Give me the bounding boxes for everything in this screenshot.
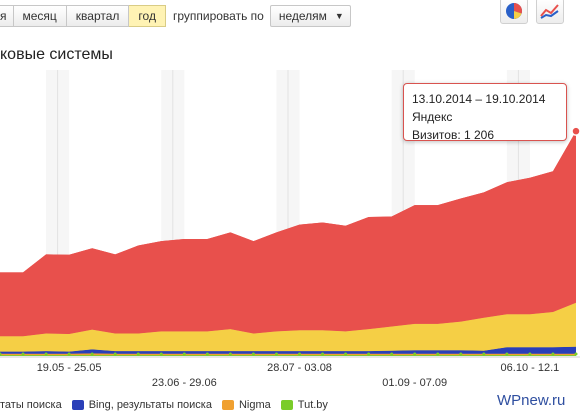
tutby-point	[205, 352, 209, 356]
area-layer	[0, 302, 576, 352]
tutby-point	[413, 352, 417, 356]
tutby-point	[298, 352, 302, 356]
legend-item-tutby[interactable]: Tut.by	[280, 399, 328, 411]
tooltip-value: Визитов: 1 206	[412, 128, 495, 142]
area-layer	[0, 355, 576, 356]
pie-chart-icon	[506, 3, 523, 19]
tutby-point	[367, 352, 371, 356]
tutby-point	[228, 352, 232, 356]
line-chart-icon	[540, 4, 559, 19]
chart-tooltip: 13.10.2014 – 19.10.2014 Яндекс Визитов: …	[403, 83, 567, 142]
period-toolbar: я месяц квартал год группировать по неде…	[0, 5, 351, 27]
tutby-point	[574, 352, 578, 356]
tutby-point	[505, 352, 509, 356]
tutby-point	[90, 352, 94, 356]
tutby-point	[482, 352, 486, 356]
tutby-point	[0, 352, 2, 356]
line-chart-button[interactable]	[536, 0, 564, 24]
chart-title: ковые системы	[0, 46, 113, 63]
group-by-value: неделям	[278, 9, 327, 23]
legend-label-tutby: Tut.by	[297, 399, 328, 411]
tutby-point	[251, 352, 255, 356]
area-layer	[0, 131, 576, 337]
legend-item-nigma[interactable]: Nigma	[221, 399, 271, 411]
legend-item-search-results[interactable]: таты поиска	[0, 399, 62, 411]
legend-label-search-results: таты поиска	[0, 399, 62, 411]
tutby-point	[321, 352, 325, 356]
period-month-button[interactable]: месяц	[13, 5, 67, 27]
tutby-point	[344, 352, 348, 356]
pie-chart-button[interactable]	[500, 0, 528, 24]
tutby-point	[551, 352, 555, 356]
tutby-point	[528, 352, 532, 356]
tutby-point	[390, 352, 394, 356]
tutby-point	[159, 352, 163, 356]
legend-swatch-tutby	[280, 400, 293, 410]
legend-label-bing: Bing, результаты поиска	[88, 399, 212, 411]
x-tick-label: 19.05 - 25.05	[37, 362, 102, 374]
group-by-select[interactable]: неделям ▼	[269, 5, 351, 27]
legend-item-bing[interactable]: Bing, результаты поиска	[71, 399, 212, 411]
tooltip-date: 13.10.2014 – 19.10.2014	[412, 92, 546, 106]
tutby-point	[182, 352, 186, 356]
area-layer	[0, 346, 576, 354]
tutby-point	[459, 352, 463, 356]
tutby-point	[44, 352, 48, 356]
highlight-point[interactable]	[571, 126, 580, 136]
tutby-point	[436, 352, 440, 356]
tutby-point	[136, 352, 140, 356]
period-quarter-button[interactable]: квартал	[66, 5, 130, 27]
period-week-button[interactable]: я	[0, 5, 14, 27]
chevron-down-icon: ▼	[334, 11, 344, 21]
tutby-point	[21, 352, 25, 356]
legend-swatch-nigma	[221, 400, 234, 410]
group-by-label: группировать по	[172, 9, 264, 23]
x-tick-label: 06.10 - 12.1	[501, 362, 560, 374]
period-year-button[interactable]: год	[129, 5, 166, 27]
tutby-point	[67, 352, 71, 356]
tooltip-series: Яндекс	[412, 110, 453, 124]
tutby-point	[274, 352, 278, 356]
watermark-logo: WPnew.ru	[497, 392, 566, 409]
chart-legend: таты поиска Bing, результаты поиска Nigm…	[0, 398, 338, 412]
tutby-point	[113, 352, 117, 356]
x-tick-label: 01.09 - 07.09	[382, 377, 447, 389]
period-segmented-control: я месяц квартал год	[0, 5, 166, 27]
x-tick-label: 28.07 - 03.08	[267, 362, 332, 374]
legend-swatch-bing	[71, 400, 84, 410]
x-tick-label: 23.06 - 29.06	[152, 377, 217, 389]
legend-label-nigma: Nigma	[238, 399, 271, 411]
